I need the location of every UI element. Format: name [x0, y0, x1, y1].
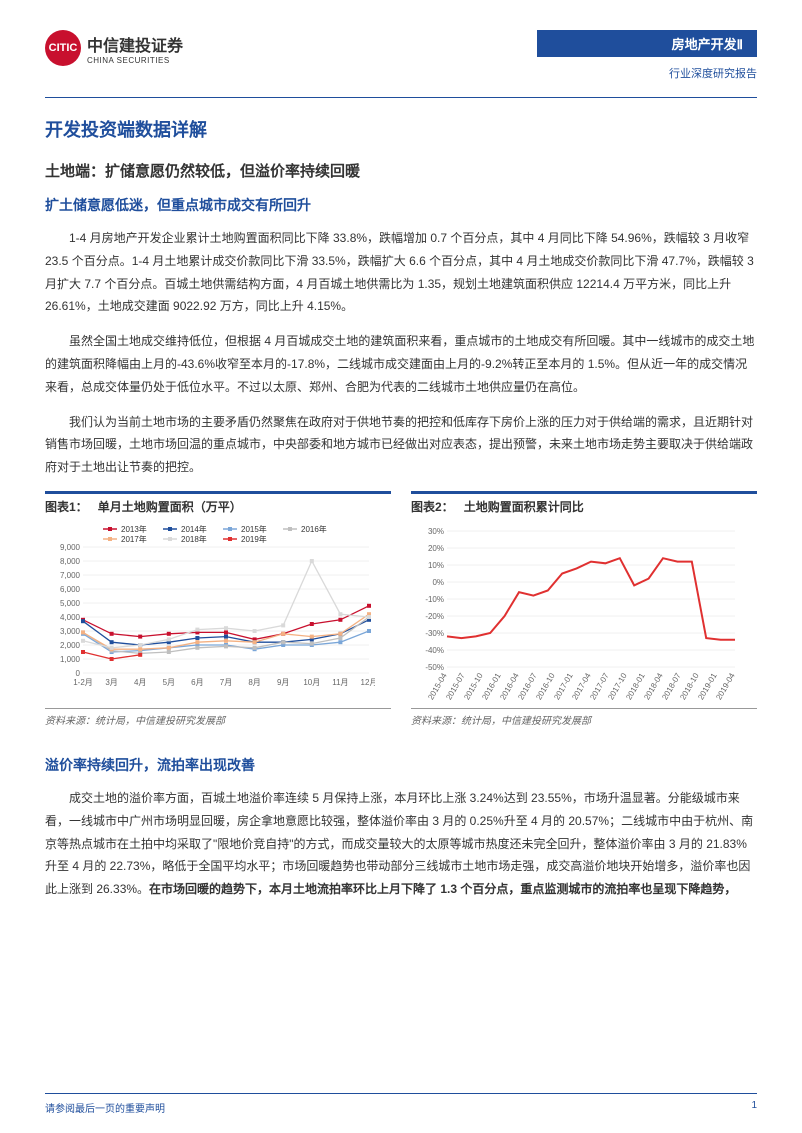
section-h3-1: 扩土储意愿低迷，但重点城市成交有所回升: [45, 195, 757, 215]
svg-text:2017年: 2017年: [121, 534, 147, 544]
svg-text:6月: 6月: [191, 678, 203, 687]
svg-text:5,000: 5,000: [60, 599, 81, 608]
page-footer: 请参阅最后一页的重要声明 1: [45, 1093, 757, 1115]
chart-1-prefix: 图表1：: [45, 498, 88, 515]
svg-text:7月: 7月: [220, 678, 232, 687]
chart-2-block: 图表2： 土地购置面积累计同比 -50% -40% -30% -20% -10% 0% 10…: [411, 491, 757, 727]
chart-2-svg: -50%-40%-30%-20%-10%0%10%20%30%2015-0420…: [411, 521, 741, 701]
svg-text:9,000: 9,000: [60, 543, 81, 552]
svg-text:5月: 5月: [163, 678, 175, 687]
section-h3-2: 溢价率持续回升，流拍率出现改善: [45, 755, 757, 775]
svg-text:12月: 12月: [361, 678, 375, 687]
svg-text:10%: 10%: [428, 561, 444, 570]
svg-text:-20%: -20%: [425, 612, 444, 621]
svg-text:-40%: -40%: [425, 646, 444, 655]
paragraph-4-normal: 成交土地的溢价率方面，百城土地溢价率连续 5 月保持上涨，本月环比上涨 3.24…: [45, 791, 753, 896]
header-divider: [45, 97, 757, 98]
svg-text:1,000: 1,000: [60, 655, 81, 664]
chart-1-svg: 0 1,000 2,000 3,000 4,000 5,000 6,000 7,000 8,00…: [45, 521, 375, 701]
svg-text:8月: 8月: [248, 678, 260, 687]
chart-1-canvas: 0 1,000 2,000 3,000 4,000 5,000 6,000 7,000 8,00…: [45, 521, 391, 704]
svg-text:6,000: 6,000: [60, 585, 81, 594]
footer-disclaimer: 请参阅最后一页的重要声明: [45, 1100, 165, 1115]
paragraph-4: 成交土地的溢价率方面，百城土地溢价率连续 5 月保持上涨，本月环比上涨 3.24…: [45, 787, 757, 901]
report-type: 行业深度研究报告: [537, 65, 757, 81]
logo-text-cn: 中信建投证券: [87, 32, 183, 56]
svg-text:20%: 20%: [428, 544, 444, 553]
chart-1-title: 图表1： 单月土地购置面积（万平）: [45, 491, 391, 515]
svg-text:-30%: -30%: [425, 629, 444, 638]
svg-text:1-2月: 1-2月: [73, 678, 93, 687]
chart-1-source: 资料来源：统计局，中信建投研究发展部: [45, 708, 391, 727]
paragraph-3: 我们认为当前土地市场的主要矛盾仍然聚焦在政府对于供地节奏的把控和低库存下房价上涨…: [45, 411, 757, 479]
svg-text:2016年: 2016年: [301, 524, 327, 534]
charts-row: 图表1： 单月土地购置面积（万平） 0 1,000 2,000 3,000 4,000 5…: [45, 491, 757, 727]
paragraph-2: 虽然全国土地成交维持低位，但根据 4 月百城成交土地的建筑面积来看，重点城市的土…: [45, 330, 757, 398]
logo-block: CITIC 中信建投证券 CHINA SECURITIES: [45, 30, 183, 66]
section-h2: 土地端：扩储意愿仍然较低，但溢价率持续回暖: [45, 160, 757, 181]
svg-text:2019年: 2019年: [241, 534, 267, 544]
svg-text:3,000: 3,000: [60, 627, 81, 636]
svg-text:2014年: 2014年: [181, 524, 207, 534]
svg-text:0: 0: [76, 669, 81, 678]
footer-page-num: 1: [751, 1100, 757, 1115]
svg-text:30%: 30%: [428, 527, 444, 536]
svg-text:4月: 4月: [134, 678, 146, 687]
page-header: CITIC 中信建投证券 CHINA SECURITIES 房地产开发Ⅱ 行业深…: [45, 30, 757, 81]
svg-text:2018年: 2018年: [181, 534, 207, 544]
svg-text:-50%: -50%: [425, 663, 444, 672]
chart-1-block: 图表1： 单月土地购置面积（万平） 0 1,000 2,000 3,000 4,000 5…: [45, 491, 391, 727]
logo-text-en: CHINA SECURITIES: [87, 56, 183, 65]
chart-2-name: 土地购置面积累计同比: [464, 498, 584, 515]
logo-icon: CITIC: [45, 30, 81, 66]
chart-2-prefix: 图表2：: [411, 498, 454, 515]
svg-text:-10%: -10%: [425, 595, 444, 604]
svg-text:2,000: 2,000: [60, 641, 81, 650]
svg-text:7,000: 7,000: [60, 571, 81, 580]
svg-text:3月: 3月: [105, 678, 117, 687]
svg-text:9月: 9月: [277, 678, 289, 687]
paragraph-4-bold: 在市场回暖的趋势下，本月土地流拍率环比上月下降了 1.3 个百分点，重点监测城市…: [149, 882, 736, 896]
svg-text:2013年: 2013年: [121, 524, 147, 534]
chart-1-name: 单月土地购置面积（万平）: [98, 498, 242, 515]
svg-text:4,000: 4,000: [60, 613, 81, 622]
chart-2-source: 资料来源：统计局，中信建投研究发展部: [411, 708, 757, 727]
svg-text:10月: 10月: [303, 678, 320, 687]
chart-2-title: 图表2： 土地购置面积累计同比: [411, 491, 757, 515]
category-bar: 房地产开发Ⅱ: [537, 30, 757, 57]
svg-text:8,000: 8,000: [60, 557, 81, 566]
svg-text:0%: 0%: [432, 578, 444, 587]
svg-text:11月: 11月: [332, 678, 348, 687]
svg-text:2015年: 2015年: [241, 524, 267, 534]
paragraph-1: 1-4 月房地产开发企业累计土地购置面积同比下降 33.8%，跌幅增加 0.7 …: [45, 227, 757, 318]
chart-2-canvas: -50%-40%-30%-20%-10%0%10%20%30%2015-0420…: [411, 521, 757, 704]
section-h1: 开发投资端数据详解: [45, 116, 757, 142]
